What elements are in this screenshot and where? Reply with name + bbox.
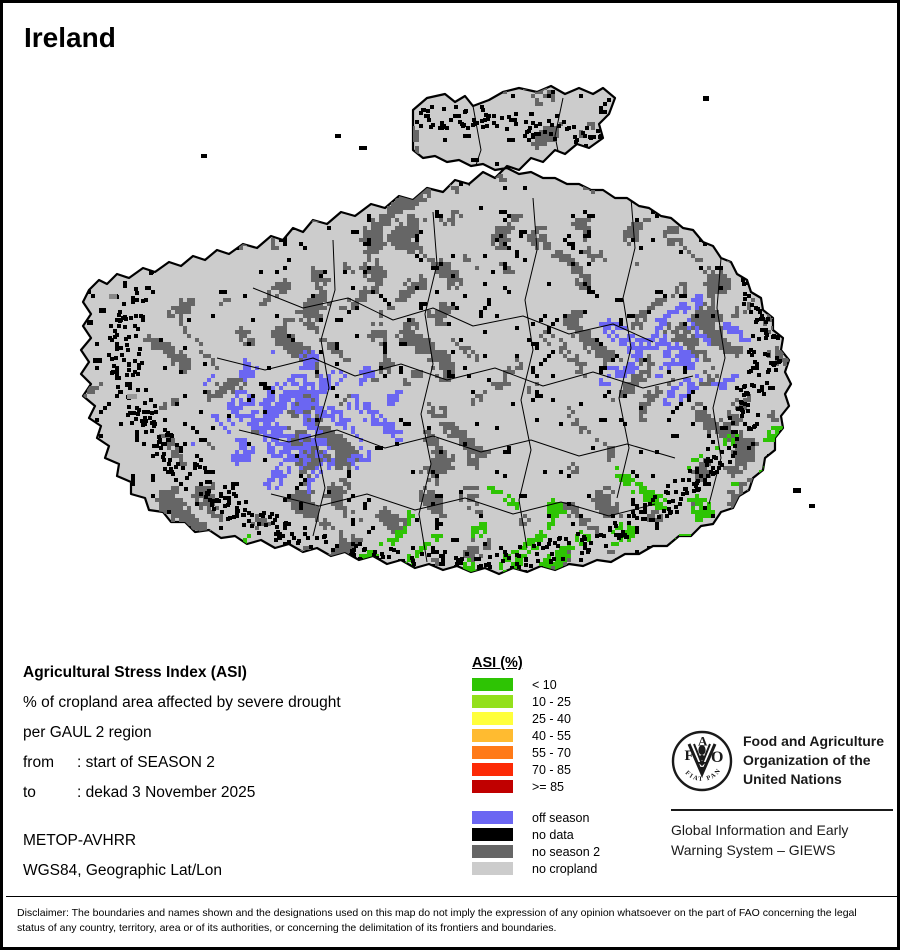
info-projection: WGS84, Geographic Lat/Lon bbox=[23, 862, 223, 879]
legend-class-list: < 10 10 - 25 25 - 40 40 - 55 55 - 70 70 - 85 >… bbox=[472, 676, 647, 795]
fao-org-line-1: Food and Agriculture bbox=[743, 733, 885, 749]
disclaimer-text: Disclaimer: The boundaries and names sho… bbox=[17, 907, 857, 934]
fao-divider bbox=[671, 809, 893, 811]
info-period-from: from : start of SEASON 2 bbox=[23, 748, 453, 778]
period-to-key: to bbox=[23, 784, 36, 801]
period-to-value: : dekad 3 November 2025 bbox=[77, 784, 256, 801]
legend-class-row[interactable]: 25 - 40 bbox=[472, 710, 647, 727]
legend-title: ASI (%) bbox=[472, 655, 523, 671]
legend-class-row[interactable]: >= 85 bbox=[472, 778, 647, 795]
map-legend: ASI (%) < 10 10 - 25 25 - 40 40 - 55 55 - 70… bbox=[472, 654, 647, 877]
legend-class-row[interactable]: < 10 bbox=[472, 676, 647, 693]
legend-class-row[interactable]: 40 - 55 bbox=[472, 727, 647, 744]
legend-class-label: 55 - 70 bbox=[532, 745, 571, 760]
legend-class-label: 40 - 55 bbox=[532, 728, 571, 743]
legend-status-swatch bbox=[472, 828, 513, 841]
fao-org-line-3: United Nations bbox=[743, 771, 842, 787]
fao-organization-name: Food and Agriculture Organization of the… bbox=[743, 730, 884, 789]
fao-branding-block: F A O FIAT PANIS Food and Agriculture Or… bbox=[668, 725, 893, 860]
map-info-block: Agricultural Stress Index (ASI) % of cro… bbox=[23, 658, 453, 886]
legend-class-label: 25 - 40 bbox=[532, 711, 571, 726]
fao-org-line-2: Organization of the bbox=[743, 752, 871, 768]
info-description-line-2: per GAUL 2 region bbox=[23, 724, 152, 741]
period-from-value: : start of SEASON 2 bbox=[77, 754, 215, 771]
info-spacer bbox=[23, 808, 453, 826]
legend-class-swatch bbox=[472, 695, 513, 708]
info-period-to: to : dekad 3 November 2025 bbox=[23, 778, 453, 808]
legend-status-row[interactable]: no cropland bbox=[472, 860, 647, 877]
legend-class-swatch bbox=[472, 712, 513, 725]
info-sensor: METOP-AVHRR bbox=[23, 832, 137, 849]
legend-status-swatch bbox=[472, 845, 513, 858]
giews-line-2: Warning System – GIEWS bbox=[671, 842, 836, 858]
legend-status-label: no season 2 bbox=[532, 844, 601, 859]
ireland-asi-map[interactable] bbox=[3, 58, 897, 638]
legend-status-label: no data bbox=[532, 827, 574, 842]
legend-class-label: < 10 bbox=[532, 677, 557, 692]
legend-status-row[interactable]: no data bbox=[472, 826, 647, 843]
period-from-key: from bbox=[23, 754, 54, 771]
legend-status-swatch bbox=[472, 862, 513, 875]
giews-line-1: Global Information and Early bbox=[671, 822, 849, 838]
page-title: Ireland bbox=[24, 22, 116, 53]
map-canvas[interactable] bbox=[3, 58, 897, 638]
legend-status-label: off season bbox=[532, 810, 590, 825]
disclaimer-divider bbox=[6, 896, 897, 897]
offshore-islands bbox=[87, 96, 815, 508]
legend-status-list: off season no data no season 2 no cropland bbox=[472, 809, 647, 877]
giews-label: Global Information and Early Warning Sys… bbox=[671, 820, 893, 860]
legend-class-row[interactable]: 10 - 25 bbox=[472, 693, 647, 710]
legend-class-swatch bbox=[472, 729, 513, 742]
legend-status-row[interactable]: no season 2 bbox=[472, 843, 647, 860]
legend-class-label: 70 - 85 bbox=[532, 762, 571, 777]
fao-logo-icon: F A O FIAT PANIS bbox=[668, 725, 733, 797]
legend-class-swatch bbox=[472, 678, 513, 691]
gaul2-admin-boundaries bbox=[216, 97, 726, 563]
legend-class-label: >= 85 bbox=[532, 779, 564, 794]
legend-class-swatch bbox=[472, 780, 513, 793]
info-description-line-1: % of cropland area affected by severe dr… bbox=[23, 694, 341, 711]
legend-spacer bbox=[472, 795, 647, 809]
legend-class-swatch bbox=[472, 746, 513, 759]
legend-class-swatch bbox=[472, 763, 513, 776]
legend-status-label: no cropland bbox=[532, 861, 598, 876]
legend-class-label: 10 - 25 bbox=[532, 694, 571, 709]
legend-status-swatch bbox=[472, 811, 513, 824]
info-heading: Agricultural Stress Index (ASI) bbox=[23, 664, 247, 681]
legend-class-row[interactable]: 70 - 85 bbox=[472, 761, 647, 778]
legend-class-row[interactable]: 55 - 70 bbox=[472, 744, 647, 761]
legend-status-row[interactable]: off season bbox=[472, 809, 647, 826]
